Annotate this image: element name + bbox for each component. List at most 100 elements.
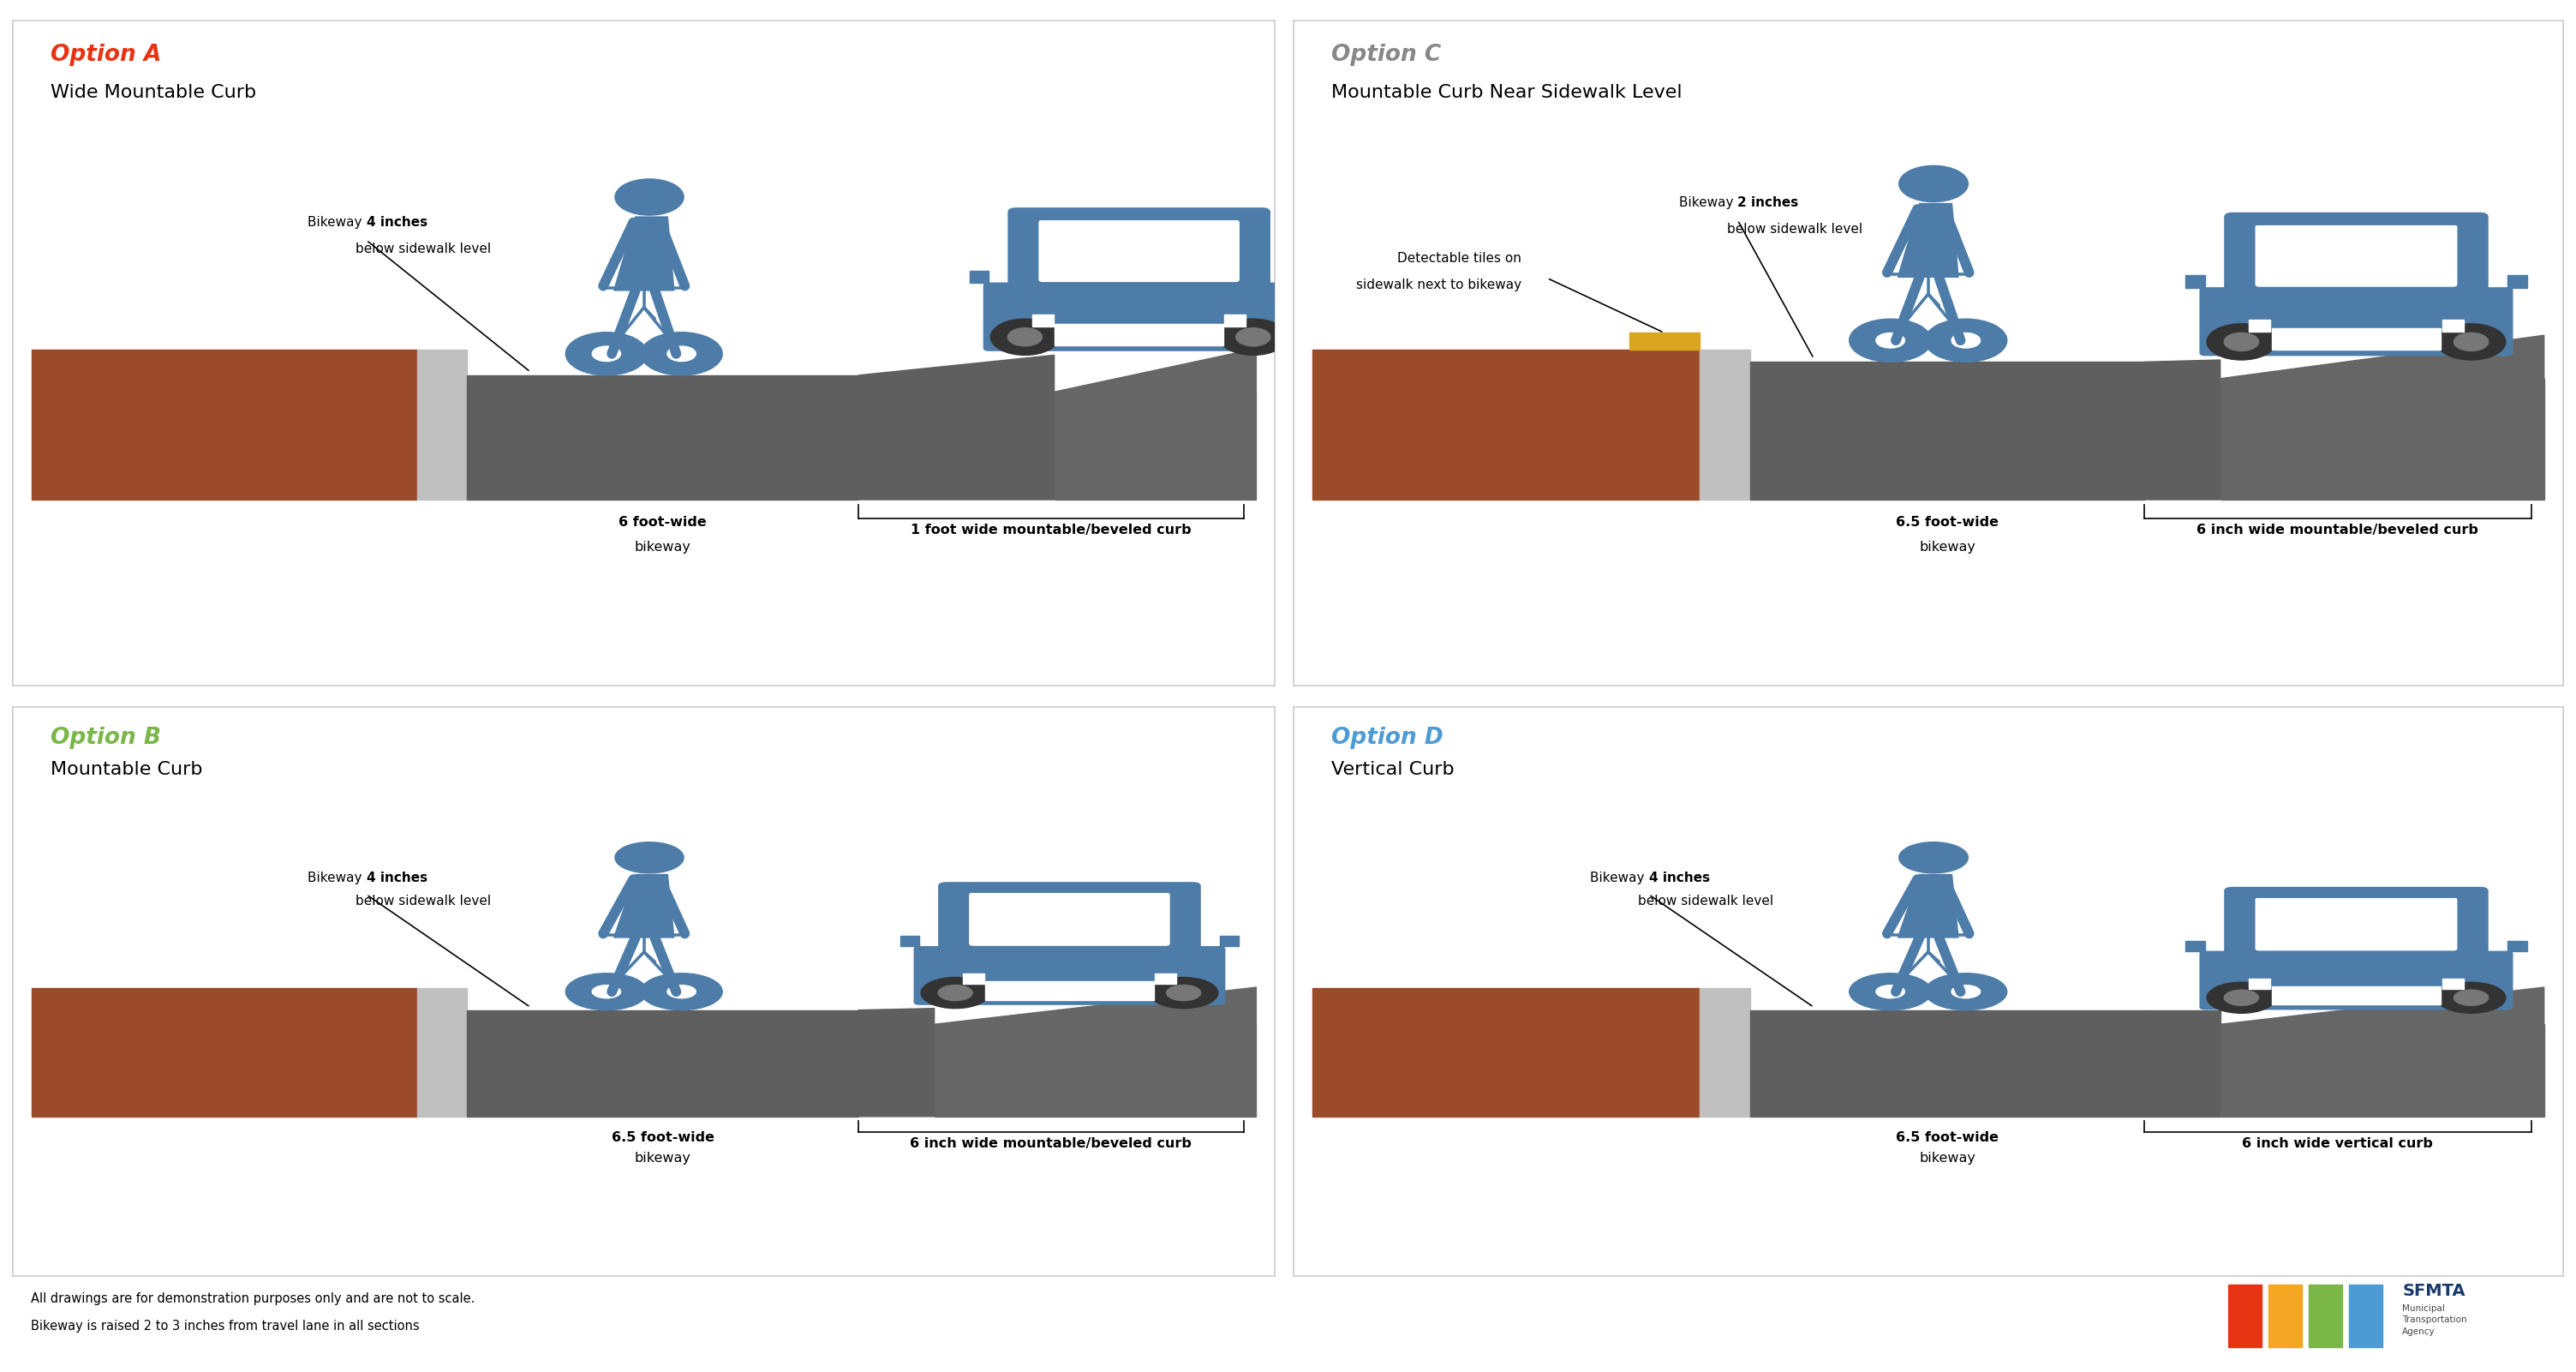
- Text: Bikeway: Bikeway: [307, 873, 366, 885]
- Bar: [2442, 320, 2463, 332]
- Text: Municipal
Transportation
Agency: Municipal Transportation Agency: [2403, 1305, 2468, 1336]
- FancyBboxPatch shape: [2226, 213, 2488, 300]
- Bar: [466, 1010, 858, 1117]
- Circle shape: [1850, 318, 1932, 362]
- FancyBboxPatch shape: [2257, 225, 2458, 287]
- Polygon shape: [858, 1008, 935, 1117]
- Circle shape: [1924, 973, 2007, 1010]
- Bar: [1056, 324, 1224, 346]
- Bar: [1749, 1010, 2143, 1117]
- Text: Bikeway: Bikeway: [1589, 873, 1649, 885]
- Text: Mountable Curb: Mountable Curb: [52, 760, 204, 778]
- FancyBboxPatch shape: [1038, 221, 1239, 281]
- Polygon shape: [1054, 348, 1257, 392]
- Text: bikeway: bikeway: [1919, 1152, 1976, 1165]
- Bar: [1154, 974, 1177, 984]
- Circle shape: [641, 332, 721, 376]
- Bar: [969, 270, 989, 283]
- Text: bikeway: bikeway: [1919, 541, 1976, 554]
- Bar: [2221, 1025, 2545, 1117]
- Circle shape: [616, 178, 683, 215]
- Bar: [2184, 276, 2205, 288]
- Text: 1 foot wide mountable/beveled curb: 1 foot wide mountable/beveled curb: [912, 524, 1193, 536]
- FancyBboxPatch shape: [938, 882, 1200, 958]
- Text: 4 inches: 4 inches: [366, 873, 428, 885]
- Text: Bikeway: Bikeway: [1680, 196, 1739, 209]
- Bar: [2442, 978, 2463, 989]
- Circle shape: [1236, 328, 1270, 346]
- Text: Option A: Option A: [52, 44, 162, 66]
- Circle shape: [922, 977, 989, 1008]
- FancyBboxPatch shape: [984, 283, 1293, 350]
- Circle shape: [592, 346, 621, 361]
- Circle shape: [2223, 991, 2259, 1006]
- Bar: [2269, 1284, 2303, 1347]
- Polygon shape: [613, 217, 675, 291]
- Circle shape: [1850, 973, 1932, 1010]
- Bar: [963, 974, 984, 984]
- FancyBboxPatch shape: [914, 947, 1224, 1004]
- Text: Mountable Curb Near Sidewalk Level: Mountable Curb Near Sidewalk Level: [1332, 84, 1682, 102]
- Bar: [2506, 276, 2527, 288]
- Circle shape: [2437, 324, 2506, 359]
- Bar: [2221, 379, 2545, 499]
- Text: Wide Mountable Curb: Wide Mountable Curb: [52, 84, 258, 102]
- Circle shape: [2223, 333, 2259, 351]
- Text: Option B: Option B: [52, 727, 162, 749]
- Circle shape: [616, 842, 683, 873]
- Text: Detectable tiles on: Detectable tiles on: [1399, 252, 1522, 265]
- Bar: [1311, 988, 1700, 1117]
- Bar: [31, 988, 417, 1117]
- Bar: [466, 376, 858, 499]
- Bar: [1218, 936, 1239, 947]
- Bar: [1749, 362, 2143, 499]
- Polygon shape: [935, 988, 1257, 1025]
- Text: 6.5 foot-wide: 6.5 foot-wide: [1896, 516, 1999, 530]
- Text: Bikeway: Bikeway: [307, 215, 366, 229]
- FancyBboxPatch shape: [2200, 951, 2512, 1010]
- Bar: [1700, 350, 1749, 499]
- Text: 6 inch wide mountable/beveled curb: 6 inch wide mountable/beveled curb: [909, 1137, 1193, 1150]
- Bar: [2249, 320, 2269, 332]
- Polygon shape: [613, 874, 675, 937]
- Bar: [2349, 1284, 2383, 1347]
- Circle shape: [1953, 333, 1981, 348]
- Bar: [2506, 941, 2527, 951]
- Circle shape: [667, 346, 696, 361]
- Bar: [1700, 988, 1749, 1117]
- Bar: [417, 988, 466, 1117]
- Text: below sidewalk level: below sidewalk level: [1638, 895, 1775, 907]
- Text: below sidewalk level: below sidewalk level: [1726, 222, 1862, 236]
- Circle shape: [992, 318, 1059, 355]
- Bar: [935, 1025, 1257, 1117]
- Circle shape: [2437, 982, 2506, 1013]
- Circle shape: [1924, 318, 2007, 362]
- Text: below sidewalk level: below sidewalk level: [355, 243, 492, 255]
- Polygon shape: [1899, 203, 1958, 277]
- Circle shape: [2208, 324, 2277, 359]
- FancyBboxPatch shape: [2200, 288, 2512, 355]
- Text: 6.5 foot-wide: 6.5 foot-wide: [1896, 1131, 1999, 1144]
- Circle shape: [1899, 166, 1968, 202]
- FancyBboxPatch shape: [2226, 888, 2488, 962]
- Text: sidewalk next to bikeway: sidewalk next to bikeway: [1358, 279, 1522, 291]
- Bar: [31, 350, 417, 499]
- Bar: [1288, 270, 1309, 283]
- Text: Vertical Curb: Vertical Curb: [1332, 760, 1455, 778]
- FancyBboxPatch shape: [1007, 209, 1270, 295]
- Bar: [2272, 986, 2442, 1004]
- Circle shape: [667, 985, 696, 997]
- Circle shape: [2208, 982, 2277, 1013]
- Text: Option D: Option D: [1332, 727, 1443, 749]
- Bar: [2272, 328, 2442, 350]
- Circle shape: [938, 985, 974, 1000]
- Bar: [1033, 314, 1054, 327]
- Circle shape: [592, 985, 621, 997]
- Polygon shape: [2221, 988, 2545, 1025]
- Bar: [2249, 978, 2269, 989]
- Polygon shape: [2221, 335, 2545, 379]
- Polygon shape: [1899, 874, 1958, 937]
- Bar: [2143, 1010, 2221, 1117]
- Text: 6.5 foot-wide: 6.5 foot-wide: [611, 1131, 714, 1144]
- Text: 6 inch wide vertical curb: 6 inch wide vertical curb: [2241, 1137, 2434, 1150]
